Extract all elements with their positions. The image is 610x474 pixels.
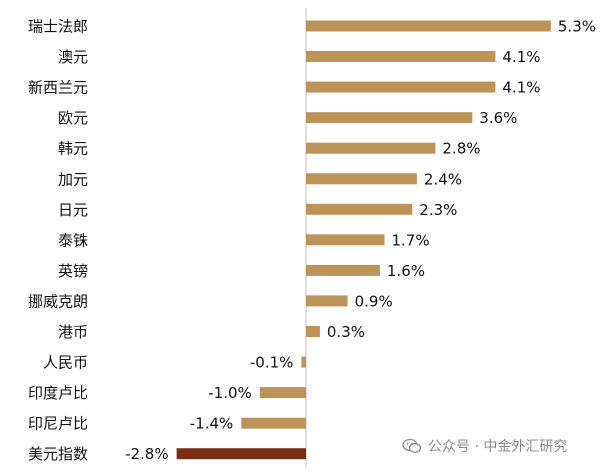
category-label-2: 新西兰元 bbox=[28, 79, 88, 97]
value-label-10: 0.3% bbox=[327, 323, 365, 341]
category-label-5: 加元 bbox=[58, 170, 88, 188]
category-label-6: 日元 bbox=[58, 201, 88, 219]
value-label-14: -2.8% bbox=[125, 445, 169, 463]
value-label-9: 0.9% bbox=[355, 292, 393, 310]
category-label-9: 挪威克朗 bbox=[28, 292, 88, 310]
value-labels-group: 5.3% 4.1% 4.1% 3.6% 2.8% 2.4% 2.3% 1.7% 1.6% 0.9%… bbox=[125, 18, 596, 464]
value-label-5: 2.4% bbox=[424, 170, 462, 188]
category-labels-group: 瑞士法郎澳元新西兰元欧元韩元加元日元泰铢英镑挪威克朗港币人民币印度卢比印尼卢比美… bbox=[28, 18, 88, 464]
value-label-8: 1.6% bbox=[387, 262, 425, 280]
bar-0 bbox=[306, 20, 551, 32]
category-label-13: 印尼卢比 bbox=[28, 415, 88, 433]
bar-8 bbox=[306, 264, 380, 276]
value-label-6: 2.3% bbox=[419, 201, 457, 219]
value-label-7: 1.7% bbox=[392, 231, 430, 249]
category-label-12: 印度卢比 bbox=[28, 384, 88, 402]
category-label-8: 英镑 bbox=[58, 262, 88, 280]
category-label-7: 泰铢 bbox=[58, 231, 88, 249]
category-label-0: 瑞士法郎 bbox=[28, 18, 88, 36]
category-label-1: 澳元 bbox=[58, 48, 88, 66]
bar-1 bbox=[306, 51, 496, 62]
bar-3 bbox=[306, 112, 473, 124]
bar-4 bbox=[306, 142, 436, 154]
wechat-icon bbox=[402, 438, 422, 453]
value-label-3: 3.6% bbox=[479, 109, 517, 127]
bar-6 bbox=[306, 203, 413, 215]
bar-7 bbox=[306, 234, 385, 246]
value-label-0: 5.3% bbox=[558, 18, 596, 36]
value-label-13: -1.4% bbox=[190, 415, 234, 433]
bars-group bbox=[176, 20, 551, 460]
value-label-11: -0.1% bbox=[250, 354, 294, 372]
category-label-11: 人民币 bbox=[43, 354, 88, 372]
value-label-2: 4.1% bbox=[502, 79, 540, 97]
bar-5 bbox=[306, 173, 417, 185]
bar-12 bbox=[259, 387, 306, 399]
bar-14 bbox=[176, 448, 306, 460]
bar-2 bbox=[306, 81, 496, 93]
bar-11 bbox=[301, 356, 306, 368]
watermark-text: 公众号 · 中金外汇研究 bbox=[428, 439, 568, 455]
value-label-4: 2.8% bbox=[442, 140, 480, 158]
value-label-1: 4.1% bbox=[502, 48, 540, 66]
bar-9 bbox=[306, 295, 348, 307]
bar-13 bbox=[241, 417, 306, 429]
category-label-4: 韩元 bbox=[58, 140, 88, 158]
category-label-10: 港币 bbox=[58, 323, 88, 341]
category-label-3: 欧元 bbox=[58, 109, 88, 127]
category-label-14: 美元指数 bbox=[28, 445, 88, 463]
bar-10 bbox=[306, 326, 320, 337]
value-label-12: -1.0% bbox=[208, 384, 252, 402]
watermark: 公众号 · 中金外汇研究 bbox=[402, 436, 567, 456]
